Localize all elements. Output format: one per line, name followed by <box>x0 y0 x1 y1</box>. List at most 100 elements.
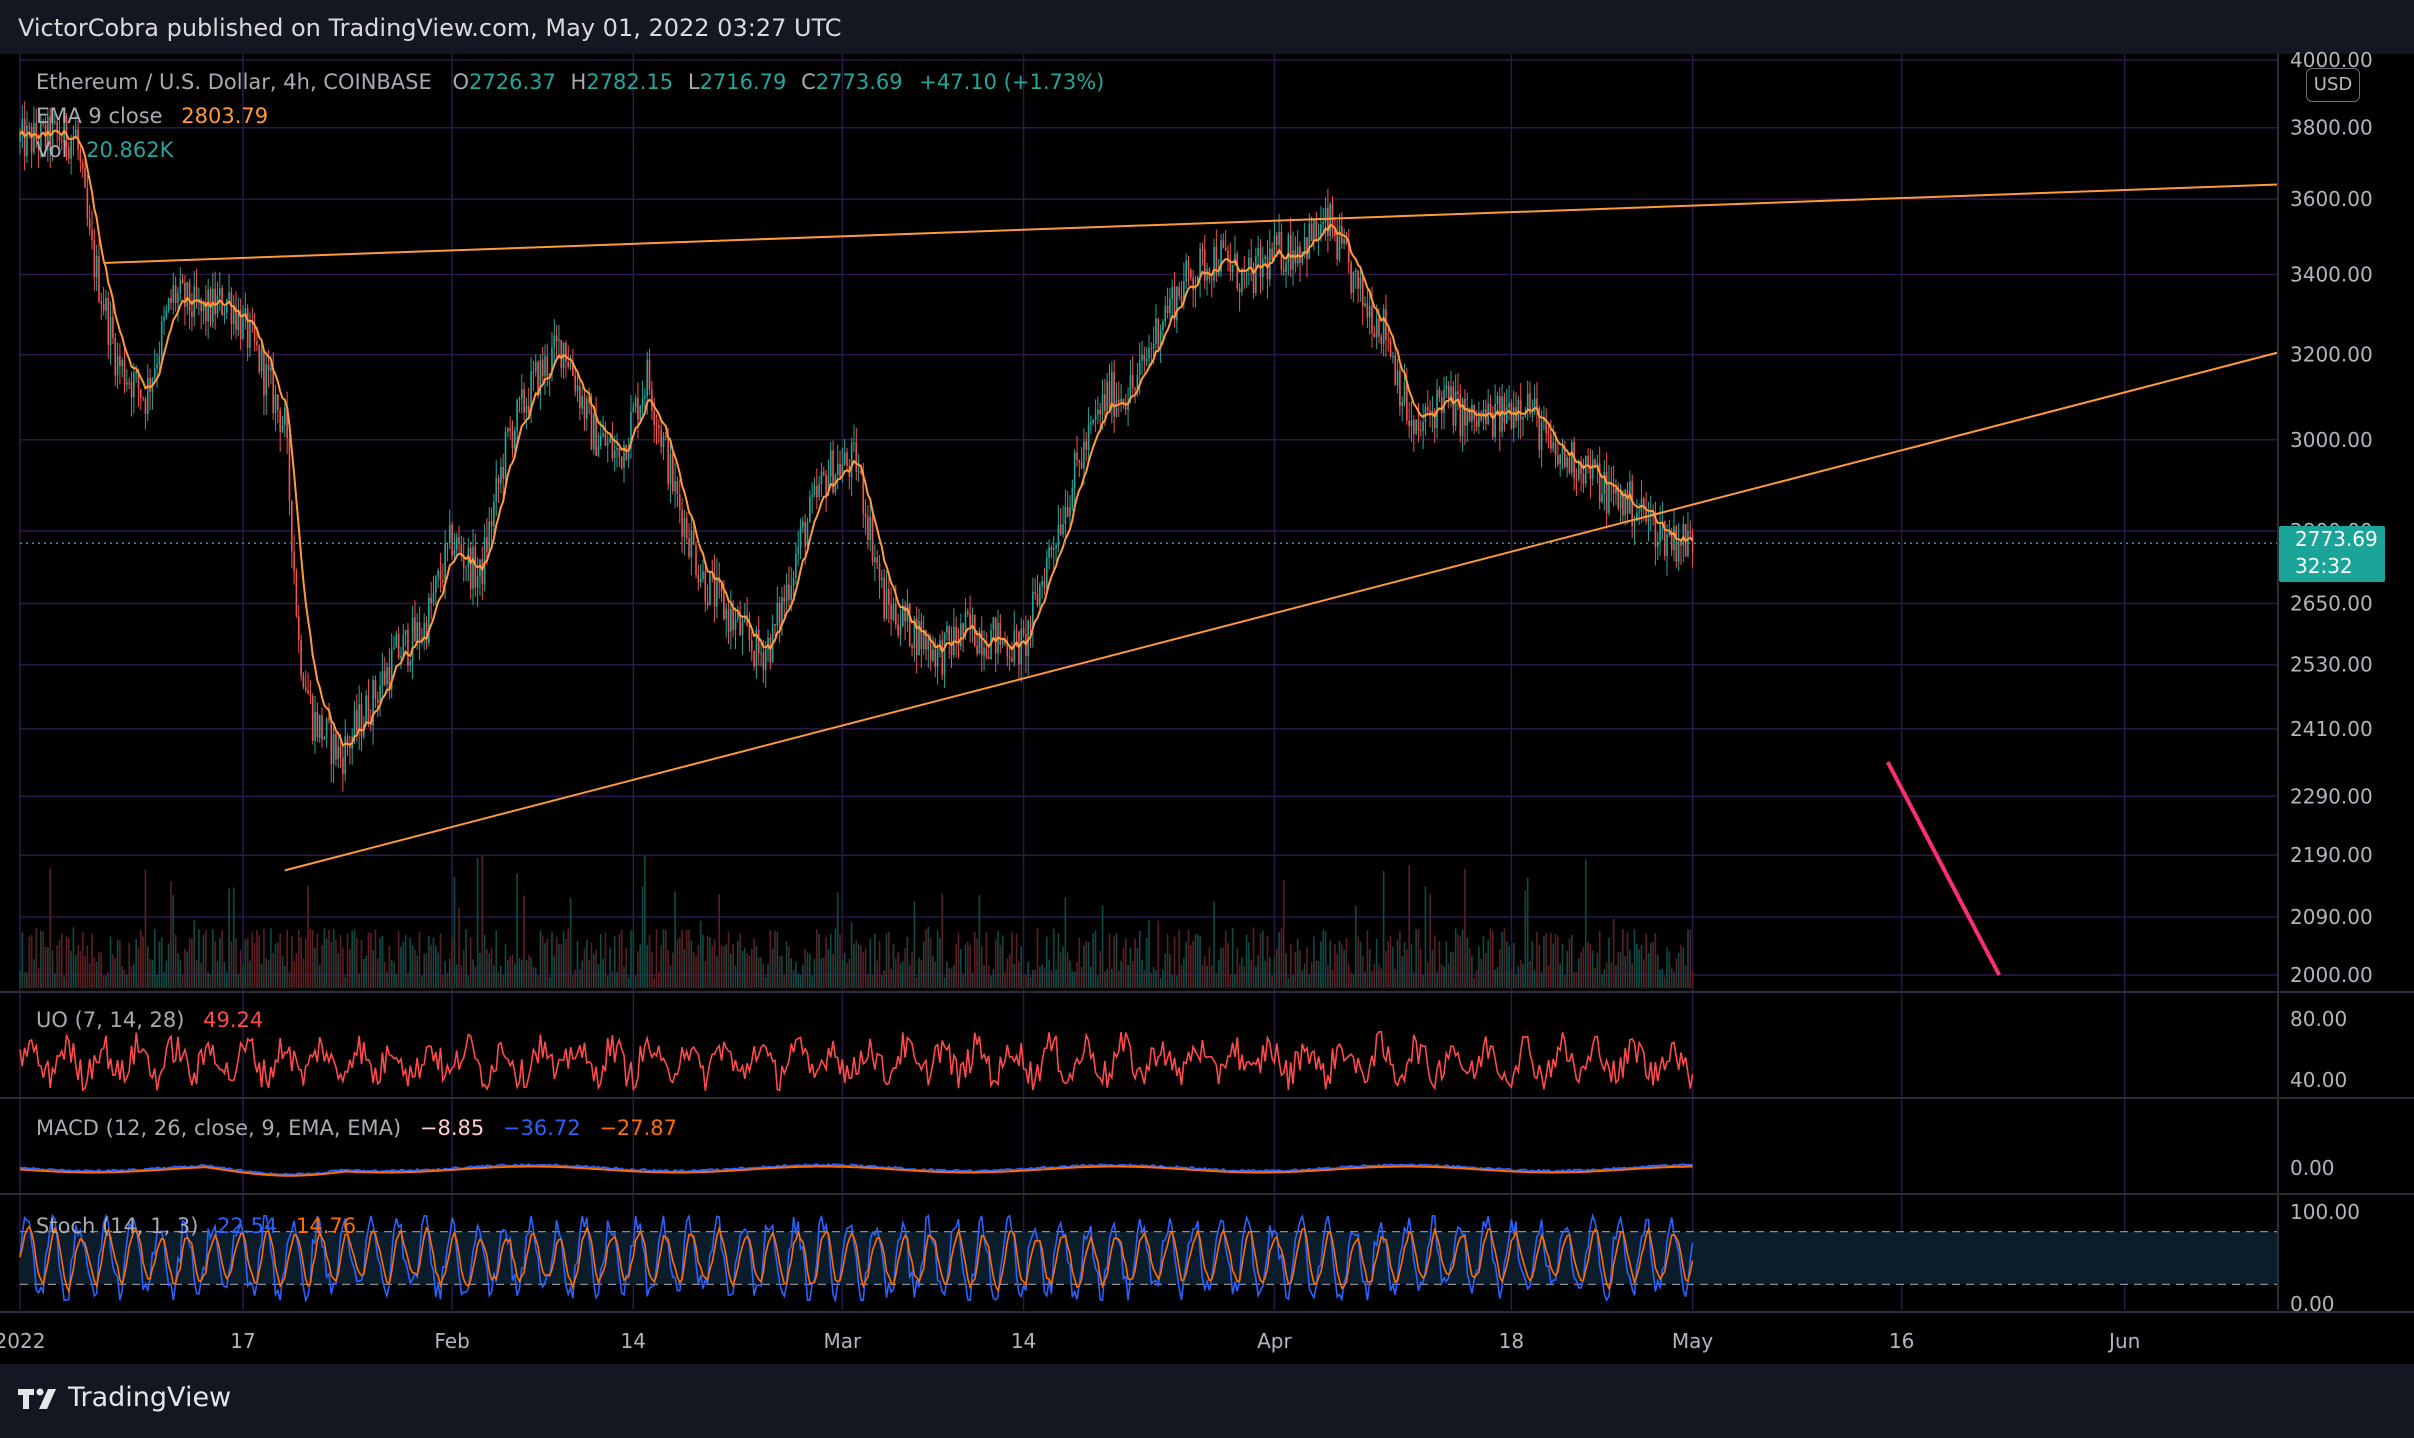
volume-bar <box>235 938 237 988</box>
volume-bar <box>411 945 414 988</box>
volume-bar <box>1410 943 1413 988</box>
volume-bar <box>1173 936 1176 988</box>
candle-body <box>683 517 686 537</box>
volume-bar <box>1329 940 1332 988</box>
volume-bar <box>1029 977 1032 988</box>
candle-body <box>1568 457 1571 473</box>
candle-body <box>1104 394 1106 412</box>
volume-bar <box>625 948 628 988</box>
volume-bar <box>1241 956 1243 988</box>
candle-body <box>648 359 651 390</box>
currency-button[interactable]: USD <box>2306 68 2360 102</box>
candle-body <box>511 430 514 449</box>
macd-label[interactable]: MACD (12, 26, close, 9, EMA, EMA) <box>36 1116 402 1140</box>
volume-label[interactable]: Vol <box>36 138 68 162</box>
candle-body <box>304 687 307 691</box>
volume-bar <box>446 972 449 988</box>
candle-body <box>1122 398 1125 403</box>
candle-body <box>604 433 607 446</box>
volume-bar <box>367 932 370 988</box>
candle-body <box>1097 409 1099 415</box>
candle-body <box>1166 305 1169 314</box>
volume-bar <box>1306 947 1308 988</box>
volume-bar <box>595 949 597 988</box>
volume-bar <box>630 930 632 988</box>
candle-body <box>423 622 426 640</box>
volume-bar <box>711 945 714 988</box>
tradingview-logo[interactable]: TradingView <box>18 1382 231 1413</box>
volume-bar <box>1094 930 1097 988</box>
candle-body <box>1538 408 1541 450</box>
candle-body <box>216 295 219 315</box>
candle-body <box>1187 260 1190 271</box>
price-tick-label: 2000.00 <box>2290 963 2373 987</box>
stoch-label[interactable]: Stoch (14, 1, 3) <box>36 1214 199 1238</box>
volume-bar <box>495 930 498 988</box>
candle-body <box>1605 471 1608 514</box>
candle-body <box>142 397 144 399</box>
volume-bar <box>939 938 941 988</box>
candle-body <box>288 438 291 501</box>
candle-body <box>1468 408 1471 422</box>
volume-bar <box>706 935 709 988</box>
volume-bar <box>1255 966 1257 988</box>
volume-bar <box>339 935 342 988</box>
volume-bar <box>472 959 474 988</box>
candle-body <box>864 513 867 518</box>
candle-body <box>1285 262 1287 272</box>
candle-body <box>297 616 300 640</box>
candle-body <box>1273 235 1276 260</box>
candle-body <box>1559 454 1561 465</box>
volume-bar <box>67 938 70 988</box>
volume-bar <box>1097 976 1099 988</box>
candle-body <box>1512 407 1515 429</box>
candle-body <box>453 550 456 556</box>
volume-bar <box>1438 941 1441 988</box>
volume-bar <box>1478 946 1480 988</box>
candle-body <box>372 679 374 726</box>
volume-bar <box>300 936 302 988</box>
candle-body <box>1645 508 1647 522</box>
volume-bar <box>56 945 58 988</box>
candle-body <box>581 396 583 409</box>
uo-label[interactable]: UO (7, 14, 28) <box>36 1008 185 1032</box>
volume-bar <box>999 945 1002 988</box>
candle-body <box>1529 393 1531 415</box>
stoch-legend[interactable]: Stoch (14, 1, 3) 22.54 14.76 <box>36 1214 356 1238</box>
candle-body <box>1573 442 1575 479</box>
candle-body <box>1413 420 1415 434</box>
candle-body <box>397 634 400 658</box>
main-legend[interactable]: Ethereum / U.S. Dollar, 4h, COINBASE O27… <box>36 70 1104 94</box>
volume-legend[interactable]: Vol 20.862K <box>36 138 173 162</box>
candle-body <box>1357 270 1359 289</box>
ema-legend[interactable]: EMA 9 close 2803.79 <box>36 104 268 128</box>
volume-bar <box>1013 964 1016 988</box>
candle-body <box>551 347 553 374</box>
symbol-label[interactable]: Ethereum / U.S. Dollar, 4h, COINBASE <box>36 70 432 94</box>
candle-body <box>1217 272 1220 275</box>
ema-label[interactable]: EMA 9 close <box>36 104 163 128</box>
volume-bar <box>871 974 874 988</box>
volume-bar <box>1591 950 1594 988</box>
volume-bar <box>400 946 402 988</box>
volume-bar <box>932 955 934 988</box>
candle-body <box>541 359 544 377</box>
candle-body <box>1064 506 1067 525</box>
macd-legend[interactable]: MACD (12, 26, close, 9, EMA, EMA) −8.85 … <box>36 1116 677 1140</box>
volume-bar <box>218 937 221 988</box>
candle-body <box>1410 420 1413 427</box>
candle-body <box>730 608 732 632</box>
candle-body <box>716 576 718 607</box>
volume-bar <box>105 975 107 988</box>
volume-bar <box>1138 930 1141 988</box>
volume-bar <box>19 970 21 988</box>
candle-body <box>123 359 126 385</box>
volume-bar <box>1385 951 1387 988</box>
volume-bar <box>611 970 614 988</box>
uo-legend[interactable]: UO (7, 14, 28) 49.24 <box>36 1008 263 1032</box>
volume-bar <box>834 928 837 988</box>
volume-bar <box>151 960 154 988</box>
volume-bar <box>1464 868 1466 988</box>
volume-bar <box>820 958 823 988</box>
